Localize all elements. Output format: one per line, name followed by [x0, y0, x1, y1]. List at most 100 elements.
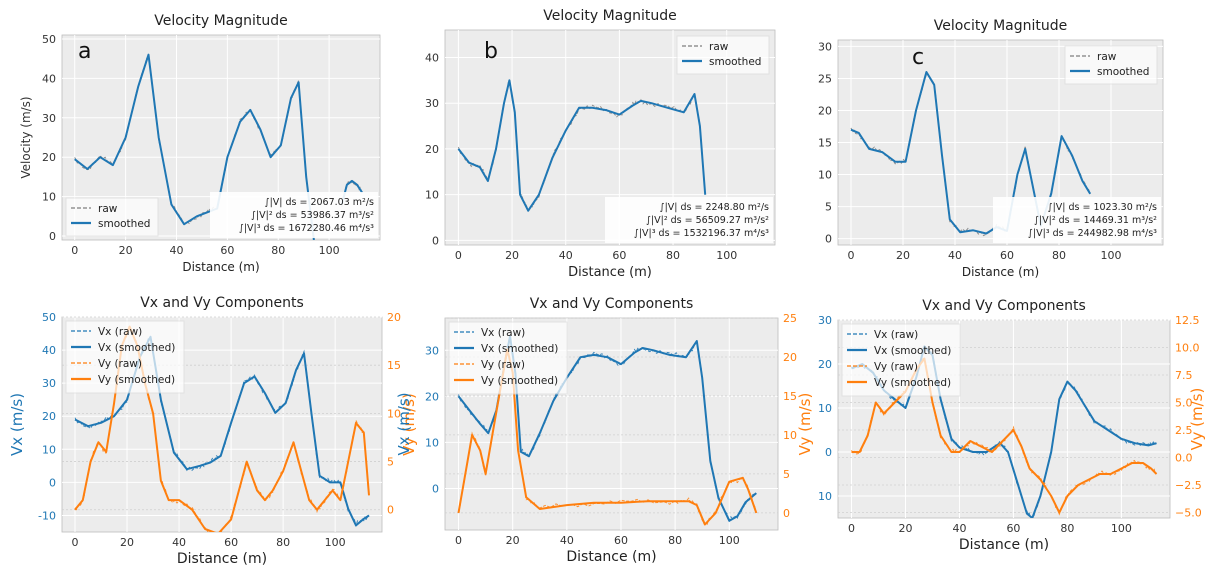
y-tick-label: 20 — [42, 151, 56, 164]
legend-label: Vy (smoothed) — [98, 374, 175, 386]
x-tick-label: 40 — [952, 522, 966, 535]
y-tick-label: 30 — [818, 314, 832, 327]
y-tick-label: 0 — [825, 446, 832, 459]
y-tick-label: -10 — [38, 509, 56, 522]
y-right-tick-label: 2.5 — [1175, 424, 1193, 437]
legend: Vx (raw) Vx (smoothed) Vy (raw) Vy (smoothe… — [841, 323, 961, 397]
x-tick-label: 60 — [1006, 522, 1020, 535]
x-tick-label: 80 — [666, 249, 680, 262]
x-axis-label: Distance (m) — [568, 265, 652, 280]
legend-box — [65, 197, 159, 237]
x-tick-label: 0 — [848, 522, 855, 535]
legend-label: Vy (smoothed) — [481, 375, 558, 387]
y-tick-label: 30 — [42, 112, 56, 125]
legend-label: smoothed — [709, 56, 761, 68]
y-tick-label: 5 — [825, 201, 832, 214]
y-tick-label: 20 — [42, 410, 56, 423]
y-tick-label: 10 — [818, 402, 832, 415]
legend-box — [676, 35, 770, 75]
x-tick-label: 40 — [948, 249, 962, 262]
x-axis-label: Distance (m) — [962, 265, 1039, 279]
y-tick-label: 0 — [49, 230, 56, 243]
integral-box — [210, 192, 378, 238]
integral-annotation: ∫|V| ds = 1023.30 m²/s — [1048, 202, 1157, 213]
legend-label: smoothed — [1097, 66, 1149, 78]
series-line-vy-smoothed- — [851, 357, 1158, 514]
x-axis-label: Distance (m) — [177, 551, 267, 565]
y-axis-label: Vx (m/s) — [8, 393, 26, 456]
integral-annotation: ∫|V|² ds = 56509.27 m³/s² — [646, 215, 769, 226]
x-tick-label: 60 — [1000, 249, 1014, 262]
integral-annotation: ∫|V|³ ds = 244982.98 m⁴/s³ — [1028, 228, 1157, 239]
legend-label: Vx (smoothed) — [481, 343, 558, 355]
legend: raw smoothed — [1064, 45, 1158, 85]
x-tick-label: 80 — [1052, 249, 1066, 262]
integral-annotation: ∫|V| ds = 2067.03 m²/s — [265, 197, 374, 208]
series-group — [74, 53, 364, 240]
x-tick-label: 0 — [72, 536, 79, 549]
x-tick-label: 60 — [612, 249, 626, 262]
y-right-tick-label: 10.0 — [1175, 342, 1200, 355]
legend: Vx (raw) Vx (smoothed) Vy (raw) Vy (smoothe… — [448, 321, 568, 395]
y-right-tick-label: 15 — [783, 390, 797, 403]
x-tick-label: 100 — [716, 249, 737, 262]
y-right-tick-label: 0 — [783, 507, 790, 520]
legend-box — [1064, 45, 1158, 85]
legend-box — [841, 323, 961, 397]
integral-box — [605, 197, 773, 243]
y-tick-label: 15 — [818, 137, 832, 150]
y-right-tick-label: 5.0 — [1175, 397, 1193, 410]
x-axis-label: Distance (m) — [566, 549, 656, 565]
y-tick-label: 30 — [818, 40, 832, 53]
x-tick-label: 100 — [325, 536, 346, 549]
y-tick-label: 30 — [425, 97, 439, 110]
legend-label: Vx (raw) — [874, 329, 918, 341]
series-group — [851, 345, 1158, 518]
y-tick-label: 10 — [425, 436, 439, 449]
legend-label: raw — [98, 203, 118, 215]
y-tick-label: 40 — [42, 72, 56, 85]
y-right-tick-label: 0.0 — [1175, 452, 1193, 465]
x-tick-label: 20 — [506, 534, 520, 547]
x-tick-label: 100 — [719, 534, 740, 547]
integral-annotation: ∫|V| ds = 2248.80 m²/s — [660, 202, 769, 213]
series-line-smoothed — [850, 71, 1092, 235]
chart-title: Velocity Magnitude — [154, 13, 288, 29]
y-right-tick-label: 12.5 — [1175, 314, 1200, 327]
x-tick-label: 80 — [668, 534, 682, 547]
x-tick-label: 100 — [1111, 522, 1132, 535]
y-tick-label: 10 — [818, 490, 832, 503]
x-tick-label: 80 — [271, 244, 285, 257]
x-tick-label: 0 — [455, 534, 462, 547]
chart-title: Velocity Magnitude — [543, 8, 677, 24]
legend-box — [448, 321, 568, 395]
x-tick-label: 80 — [276, 536, 290, 549]
y-tick-label: 20 — [818, 358, 832, 371]
x-tick-label: 20 — [898, 522, 912, 535]
chart-title: Vx and Vy Components — [140, 295, 304, 311]
y-axis-label: Velocity (m/s) — [19, 96, 33, 178]
y-tick-label: 30 — [42, 377, 56, 390]
y-tick-label: 30 — [425, 344, 439, 357]
y-tick-label: 50 — [42, 33, 56, 46]
y-tick-label: 10 — [42, 191, 56, 204]
y-tick-label: 0 — [432, 234, 439, 247]
y-tick-label: 10 — [42, 443, 56, 456]
integral-box — [993, 197, 1161, 243]
y-tick-label: 50 — [42, 311, 56, 324]
y-right-tick-label: 5 — [783, 468, 790, 481]
legend-label: Vy (raw) — [98, 358, 142, 370]
y-right-tick-label: 10 — [783, 429, 797, 442]
legend-label: raw — [1097, 51, 1117, 63]
panel-letter: a — [78, 39, 91, 64]
legend-label: Vy (raw) — [874, 361, 918, 373]
x-tick-label: 20 — [505, 249, 519, 262]
y-right-tick-label: 20 — [387, 311, 401, 324]
x-tick-label: 0 — [848, 249, 855, 262]
y-tick-label: 40 — [425, 51, 439, 64]
legend-label: Vx (raw) — [481, 327, 525, 339]
